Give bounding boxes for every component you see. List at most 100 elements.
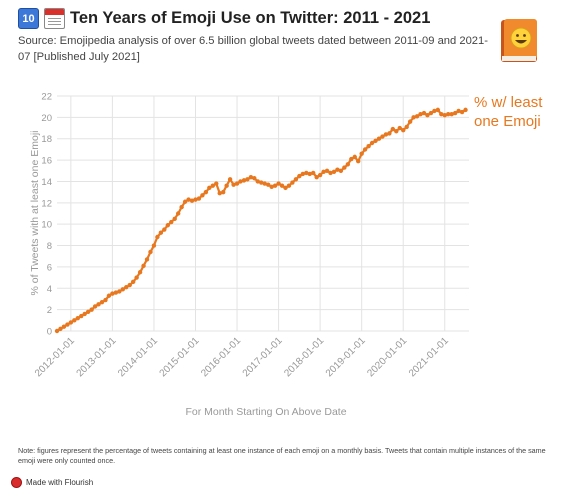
data-point[interactable] [89,307,94,312]
data-point[interactable] [103,297,108,303]
data-point[interactable] [390,126,396,132]
data-point[interactable] [224,183,229,188]
data-point[interactable] [58,326,63,332]
data-point[interactable] [366,144,371,149]
data-point[interactable] [231,182,236,187]
data-point[interactable] [179,204,184,210]
data-point[interactable] [324,168,330,173]
data-point[interactable] [414,114,420,119]
data-point[interactable] [352,154,357,160]
data-point[interactable] [418,111,423,117]
data-point[interactable] [92,304,98,309]
data-point[interactable] [259,180,264,185]
data-point[interactable] [286,183,292,188]
data-point[interactable] [331,169,337,175]
data-point[interactable] [276,181,281,186]
data-point[interactable] [207,185,212,191]
data-point[interactable] [137,270,143,275]
data-point[interactable] [144,257,150,262]
data-point[interactable] [304,170,309,176]
data-point[interactable] [407,119,413,124]
data-point[interactable] [265,182,271,187]
data-point[interactable] [189,198,195,203]
data-point[interactable] [359,151,364,156]
data-point[interactable] [321,169,326,175]
data-point[interactable] [307,171,312,177]
data-point[interactable] [217,191,222,196]
data-point[interactable] [297,173,302,179]
data-point[interactable] [124,285,129,290]
data-point[interactable] [234,181,240,186]
data-point[interactable] [220,189,226,195]
data-point[interactable] [283,185,288,191]
data-point[interactable] [75,315,80,321]
data-point[interactable] [376,136,382,141]
data-point[interactable] [262,181,267,186]
data-point[interactable] [196,196,202,201]
data-point[interactable] [85,309,91,314]
flourish-credit-link[interactable]: Made with Flourish [11,477,93,488]
data-point[interactable] [338,168,344,173]
data-point[interactable] [68,320,74,325]
data-point[interactable] [117,289,122,294]
data-point[interactable] [158,230,164,235]
data-point[interactable] [182,199,188,204]
data-point[interactable] [186,197,191,202]
data-point[interactable] [227,177,233,182]
data-point[interactable] [439,111,444,117]
data-point[interactable] [238,179,243,184]
data-point[interactable] [335,167,340,172]
data-point[interactable] [113,290,119,295]
data-point[interactable] [328,170,333,176]
data-point[interactable] [106,293,112,298]
data-point[interactable] [314,174,319,180]
data-point[interactable] [255,179,261,184]
data-point[interactable] [269,184,274,189]
data-point[interactable] [456,108,461,114]
data-point[interactable] [248,174,254,180]
data-point[interactable] [279,183,285,188]
data-point[interactable] [127,282,132,288]
data-point[interactable] [245,177,250,182]
data-point[interactable] [446,111,451,117]
data-point[interactable] [394,129,399,134]
data-point[interactable] [214,181,219,186]
data-point[interactable] [317,172,323,178]
data-point[interactable] [141,263,146,269]
data-point[interactable] [300,171,306,177]
data-point[interactable] [155,234,160,240]
data-point[interactable] [404,124,409,130]
data-point[interactable] [432,108,437,114]
data-point[interactable] [342,165,347,170]
data-point[interactable] [252,176,257,181]
data-point[interactable] [82,311,87,317]
data-point[interactable] [120,287,125,292]
data-point[interactable] [162,227,167,232]
data-point[interactable] [79,313,84,319]
data-point[interactable] [349,156,354,162]
data-point[interactable] [241,178,247,183]
data-point[interactable] [203,189,209,195]
data-point[interactable] [411,115,416,120]
data-point[interactable] [175,211,181,216]
data-point[interactable] [435,107,441,113]
data-point[interactable] [345,162,351,167]
data-point[interactable] [401,127,406,133]
data-point[interactable] [290,180,295,185]
data-point[interactable] [449,111,454,117]
data-point[interactable] [425,113,430,118]
data-point[interactable] [421,110,427,116]
data-point[interactable] [61,324,67,329]
data-point[interactable] [356,158,361,164]
data-point[interactable] [373,138,378,144]
data-point[interactable] [134,275,139,280]
data-point[interactable] [293,177,299,182]
data-point[interactable] [463,107,468,113]
data-point[interactable] [130,279,136,285]
data-point[interactable] [397,125,402,131]
data-point[interactable] [99,299,105,305]
data-point[interactable] [383,132,389,137]
data-point[interactable] [54,328,60,334]
data-point[interactable] [459,109,465,115]
data-point[interactable] [369,140,375,146]
